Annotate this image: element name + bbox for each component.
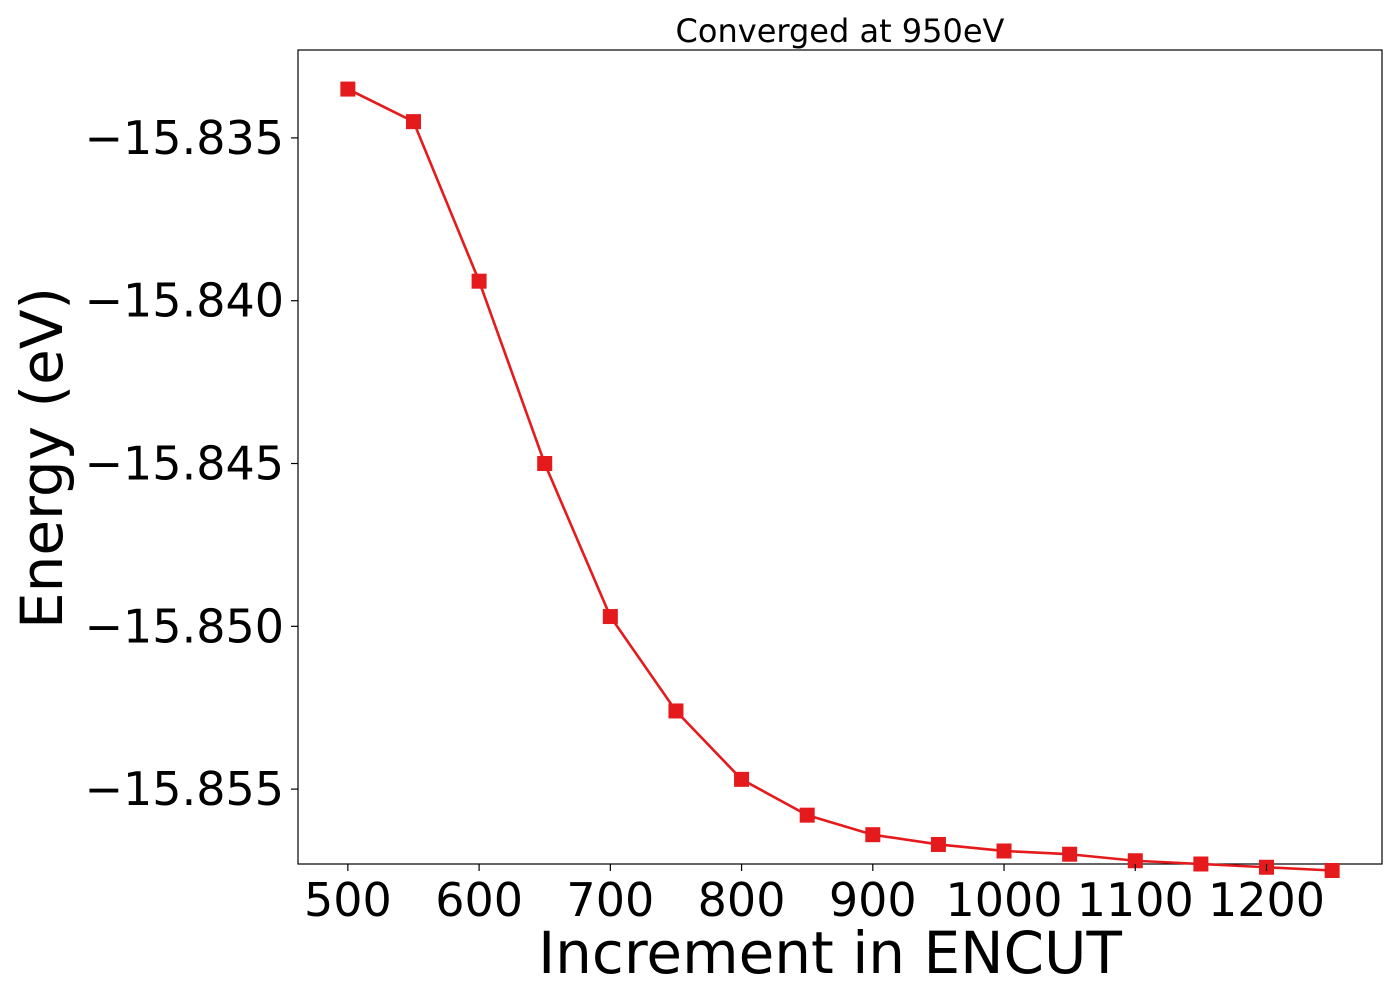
plot-area bbox=[297, 49, 1383, 879]
y-tick-label: −15.840 bbox=[85, 274, 285, 328]
data-point bbox=[930, 836, 946, 852]
data-point bbox=[1193, 856, 1209, 872]
data-point bbox=[734, 771, 750, 787]
chart-title: Converged at 950eV bbox=[676, 12, 1005, 50]
plot-frame bbox=[297, 49, 1383, 865]
x-axis: 500 600 700 800 900 1000 1100 1200 bbox=[304, 864, 1325, 927]
data-point bbox=[1127, 853, 1143, 869]
y-tick-label: −15.850 bbox=[85, 599, 285, 653]
x-tick-label: 900 bbox=[829, 873, 917, 927]
data-point bbox=[799, 807, 815, 823]
data-point bbox=[405, 114, 421, 130]
y-tick-label: −15.835 bbox=[85, 111, 285, 165]
data-point bbox=[1062, 846, 1078, 862]
data-point bbox=[602, 609, 618, 625]
x-tick-label: 600 bbox=[435, 873, 523, 927]
y-tick-label: −15.855 bbox=[85, 762, 285, 816]
x-tick-label: 800 bbox=[698, 873, 786, 927]
y-axis: −15.835 −15.840 −15.845 −15.850 −15.855 bbox=[85, 111, 298, 816]
data-point bbox=[471, 273, 487, 289]
data-point bbox=[1324, 863, 1340, 879]
x-tick-label: 1200 bbox=[1208, 873, 1325, 927]
x-tick-label: 500 bbox=[304, 873, 392, 927]
x-tick-label: 1000 bbox=[946, 873, 1063, 927]
y-tick-label: −15.845 bbox=[85, 437, 285, 491]
data-point bbox=[668, 703, 684, 719]
y-axis-title: Energy (eV) bbox=[8, 287, 76, 629]
x-axis-title: Increment in ENCUT bbox=[538, 919, 1122, 987]
x-tick-label: 1100 bbox=[1077, 873, 1194, 927]
x-tick-label: 700 bbox=[566, 873, 654, 927]
data-point bbox=[537, 456, 553, 472]
data-point bbox=[340, 81, 356, 97]
series-line bbox=[347, 87, 1333, 872]
data-point bbox=[865, 827, 881, 843]
data-point bbox=[996, 843, 1012, 859]
